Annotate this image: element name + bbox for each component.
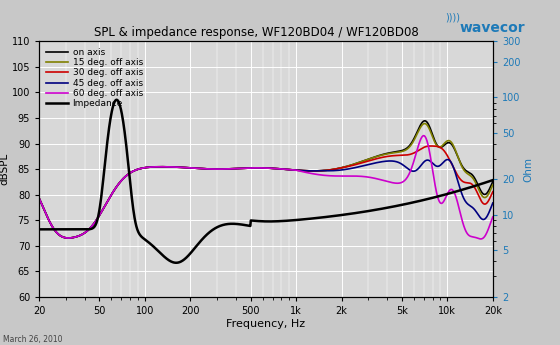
Line: on axis: on axis — [39, 121, 493, 238]
45 deg. off axis — [236, 166, 243, 170]
30 deg. off axis — [489, 190, 496, 194]
60 deg. off axis — [421, 134, 427, 138]
30 deg. off axis — [428, 144, 435, 148]
on axis — [36, 196, 43, 200]
15 deg. off axis — [398, 149, 405, 154]
on axis — [398, 149, 405, 153]
Line: 15 deg. off axis: 15 deg. off axis — [39, 124, 493, 238]
60 deg. off axis — [390, 181, 396, 185]
15 deg. off axis — [36, 196, 43, 200]
60 deg. off axis — [236, 166, 242, 170]
45 deg. off axis — [65, 236, 72, 240]
15 deg. off axis — [236, 166, 243, 170]
Text: wavecor: wavecor — [459, 21, 525, 35]
60 deg. off axis — [489, 215, 496, 219]
Impedance — [220, 223, 227, 227]
on axis — [348, 163, 354, 167]
30 deg. off axis — [348, 164, 354, 168]
X-axis label: Frequency, Hz: Frequency, Hz — [226, 318, 306, 328]
15 deg. off axis — [83, 230, 90, 234]
60 deg. off axis — [477, 237, 484, 241]
on axis — [421, 119, 428, 123]
Impedance — [113, 98, 120, 102]
30 deg. off axis — [236, 166, 243, 170]
45 deg. off axis — [444, 157, 451, 161]
Impedance — [36, 227, 43, 231]
60 deg. off axis — [398, 180, 404, 185]
30 deg. off axis — [390, 154, 396, 158]
45 deg. off axis — [83, 230, 90, 234]
on axis — [220, 167, 226, 171]
15 deg. off axis — [421, 121, 428, 126]
30 deg. off axis — [65, 236, 72, 240]
15 deg. off axis — [348, 163, 354, 167]
on axis — [83, 230, 90, 234]
Text: )))): )))) — [445, 12, 460, 22]
Line: Impedance: Impedance — [39, 100, 493, 263]
60 deg. off axis — [220, 167, 226, 171]
60 deg. off axis — [82, 230, 89, 234]
Y-axis label: dBSPL: dBSPL — [0, 153, 9, 185]
30 deg. off axis — [36, 196, 43, 200]
Text: March 26, 2010: March 26, 2010 — [3, 335, 62, 344]
45 deg. off axis — [489, 201, 496, 205]
Impedance — [390, 204, 397, 208]
Text: SPL & impedance response, WF120BD04 / WF120BD08: SPL & impedance response, WF120BD04 / WF… — [94, 26, 418, 39]
60 deg. off axis — [36, 196, 43, 200]
on axis — [236, 166, 243, 170]
15 deg. off axis — [489, 183, 496, 187]
Impedance — [399, 203, 405, 207]
15 deg. off axis — [390, 151, 396, 155]
15 deg. off axis — [65, 236, 72, 240]
30 deg. off axis — [220, 167, 226, 171]
Y-axis label: Ohm: Ohm — [523, 157, 533, 181]
45 deg. off axis — [220, 167, 226, 171]
on axis — [390, 150, 396, 154]
60 deg. off axis — [347, 174, 354, 178]
Impedance — [236, 222, 243, 226]
Line: 30 deg. off axis: 30 deg. off axis — [39, 146, 493, 238]
30 deg. off axis — [398, 153, 405, 157]
30 deg. off axis — [83, 230, 90, 234]
Line: 60 deg. off axis: 60 deg. off axis — [39, 136, 493, 239]
15 deg. off axis — [220, 167, 226, 171]
on axis — [65, 236, 72, 240]
Impedance — [348, 211, 355, 216]
Impedance — [173, 261, 180, 265]
Legend: on axis, 15 deg. off axis, 30 deg. off axis, 45 deg. off axis, 60 deg. off axis,: on axis, 15 deg. off axis, 30 deg. off a… — [44, 46, 144, 110]
45 deg. off axis — [390, 159, 396, 163]
Impedance — [489, 178, 496, 182]
on axis — [489, 179, 496, 184]
45 deg. off axis — [398, 162, 405, 166]
Impedance — [82, 227, 89, 231]
45 deg. off axis — [348, 166, 354, 170]
Line: 45 deg. off axis: 45 deg. off axis — [39, 159, 493, 238]
45 deg. off axis — [36, 196, 43, 200]
